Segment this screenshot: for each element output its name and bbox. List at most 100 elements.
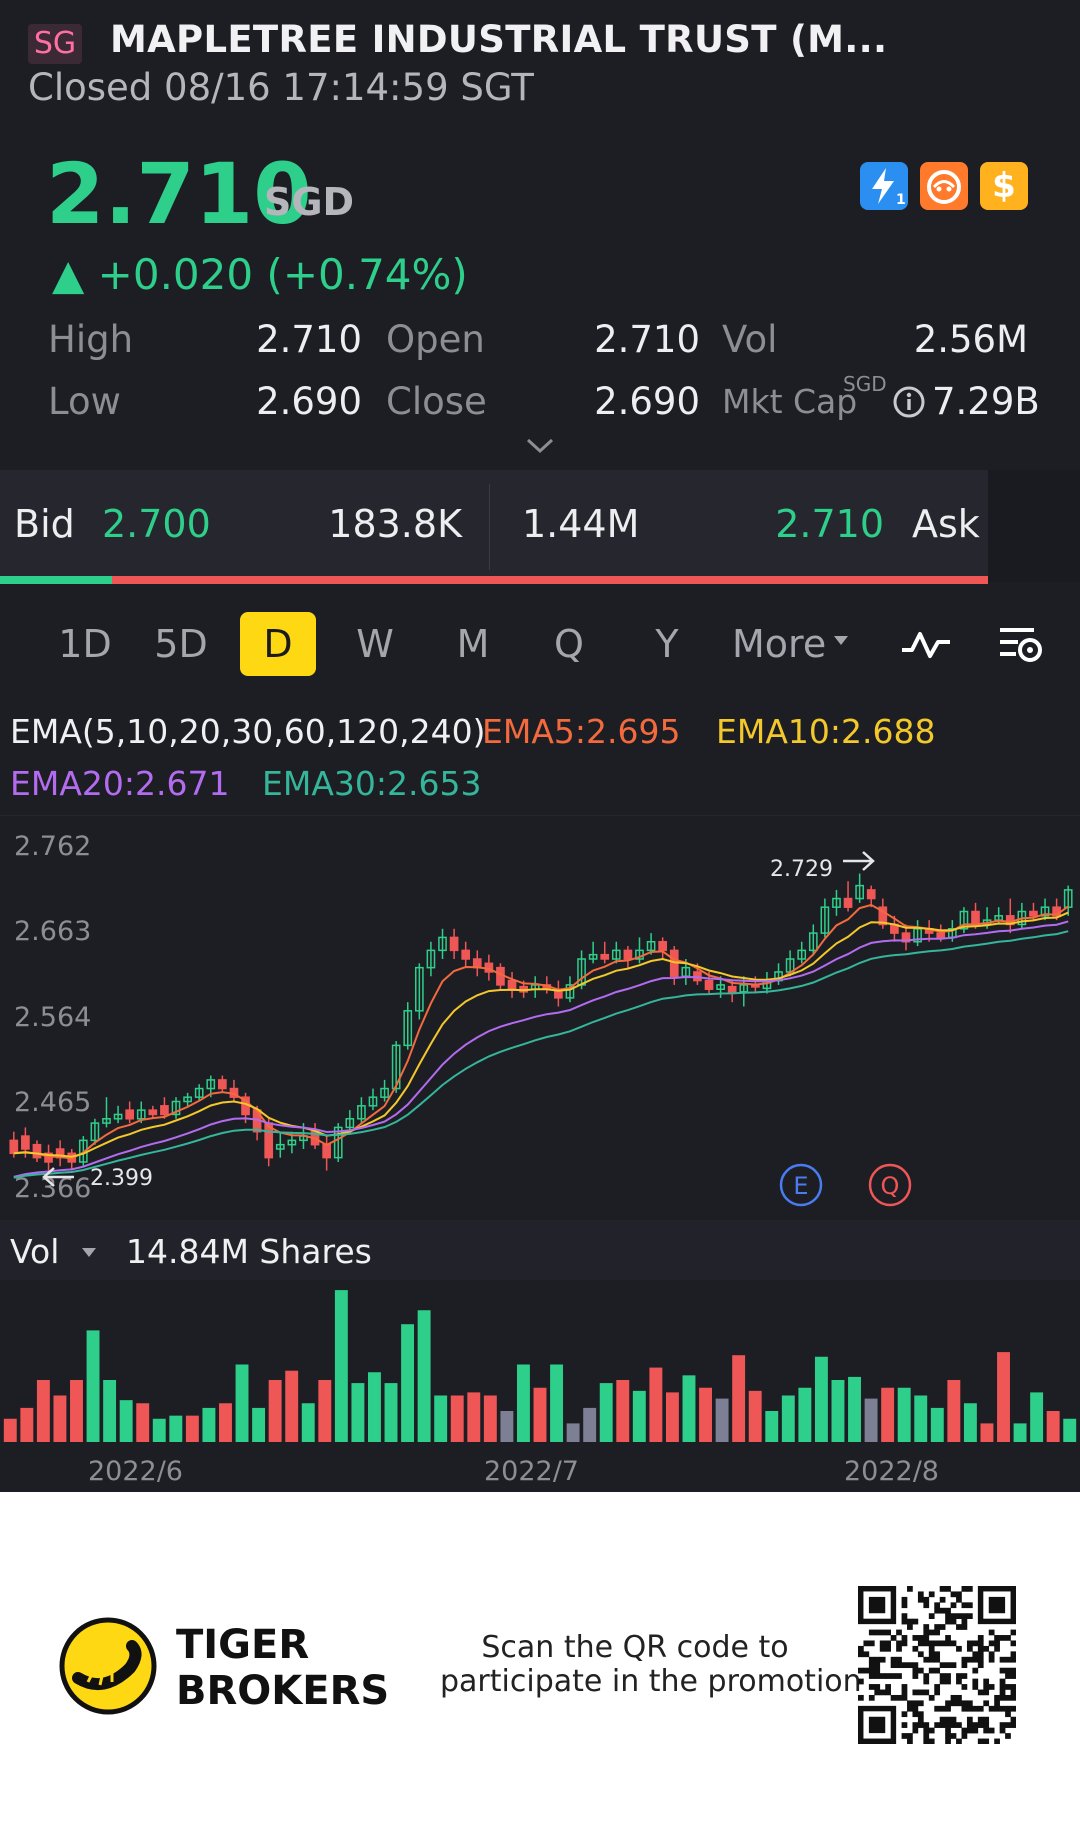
- volume-bar: [566, 1423, 580, 1442]
- ask-size: 1.44M: [522, 502, 640, 546]
- volume-bar: [169, 1415, 183, 1442]
- candle-body: [21, 1135, 30, 1150]
- volume-bar: [483, 1395, 497, 1442]
- volume-bar: [632, 1390, 646, 1442]
- close-label: Close: [386, 380, 487, 423]
- volume-bar: [1063, 1418, 1077, 1442]
- tab-d[interactable]: D: [240, 612, 316, 676]
- right-arrow-icon: [843, 851, 875, 871]
- volume-bar: [252, 1407, 266, 1442]
- mktcap-value: 7.29B: [932, 380, 1040, 423]
- candle-body: [1029, 910, 1038, 917]
- y-tick-1: 2.663: [14, 916, 91, 947]
- volume-bar: [417, 1310, 431, 1442]
- candle-body: [878, 906, 888, 926]
- stock-title[interactable]: MAPLETREE INDUSTRIAL TRUST (M...: [110, 18, 888, 61]
- candle-body: [449, 936, 459, 952]
- tab-q[interactable]: Q: [554, 622, 584, 666]
- qr-code: [858, 1586, 1017, 1745]
- candle-body: [866, 889, 876, 900]
- candlestick-chart[interactable]: 2.762 2.663 2.564 2.465 2.366 2.729 2.39…: [0, 814, 1080, 1220]
- bid-size: 183.8K: [328, 502, 462, 546]
- tab-w[interactable]: W: [356, 622, 394, 666]
- candle-body: [403, 1010, 413, 1047]
- volume-bar: [152, 1418, 166, 1442]
- candle-body: [507, 979, 517, 990]
- volume-bar: [533, 1387, 547, 1442]
- chart-settings-icon[interactable]: [996, 618, 1046, 668]
- volume-bar: [219, 1403, 232, 1442]
- bid-ratio-bar: [0, 576, 112, 584]
- promo-text-line2: participate in the promotion: [440, 1664, 862, 1699]
- lightning-icon[interactable]: 1: [860, 162, 908, 210]
- y-tick-2: 2.564: [14, 1002, 91, 1033]
- volume-bar: [434, 1395, 448, 1442]
- candle-body: [716, 984, 725, 990]
- candle-body: [704, 979, 714, 990]
- volume-bar: [980, 1423, 994, 1442]
- candle-body: [44, 1152, 53, 1163]
- bid-ask-side-panel: [988, 470, 1080, 582]
- x-label-august: 2022/8: [844, 1456, 939, 1482]
- chevron-down-icon[interactable]: [524, 436, 556, 456]
- candle-body: [855, 884, 864, 900]
- volume-bar: [500, 1411, 514, 1442]
- bid-ask-panel[interactable]: [0, 470, 988, 582]
- tab-1d[interactable]: 1D: [58, 622, 112, 666]
- volume-bar: [384, 1383, 398, 1442]
- volume-bar: [53, 1395, 67, 1442]
- mktcap-label: Mkt Cap: [722, 382, 858, 421]
- volume-bar: [1046, 1411, 1060, 1442]
- volume-bar: [334, 1290, 348, 1442]
- caret-down-icon[interactable]: [80, 1244, 98, 1262]
- volume-bar: [699, 1387, 712, 1442]
- candle-body: [808, 932, 818, 952]
- volume-bar: [781, 1395, 795, 1442]
- candle-body: [611, 949, 621, 960]
- candle-body: [380, 1087, 389, 1098]
- candle-body: [90, 1122, 100, 1142]
- candle-body: [971, 910, 980, 926]
- candle-body: [588, 953, 598, 960]
- tab-5d[interactable]: 5D: [154, 622, 208, 666]
- candle-body: [658, 940, 668, 952]
- volume-bar: [583, 1407, 597, 1442]
- candle-body: [102, 1118, 111, 1124]
- volume-bar: [3, 1418, 17, 1442]
- volume-bar: [798, 1387, 812, 1442]
- volume-chart[interactable]: 2022/6 2022/7 2022/8: [0, 1282, 1080, 1487]
- mktcap-currency: SGD: [843, 372, 887, 396]
- ema-label[interactable]: EMA(5,10,20,30,60,120,240): [10, 712, 486, 751]
- earnings-marker: [779, 1163, 823, 1207]
- volume-bar: [715, 1398, 729, 1442]
- volume-label[interactable]: Vol: [10, 1232, 60, 1271]
- candle-body: [206, 1079, 216, 1090]
- candle-body: [148, 1109, 158, 1116]
- ema5-line: [13, 903, 1069, 1160]
- close-value: 2.690: [594, 380, 700, 423]
- dollar-icon[interactable]: $: [980, 162, 1028, 210]
- candle-body: [9, 1139, 19, 1155]
- ema30-line: [13, 930, 1069, 1179]
- candle-body: [136, 1109, 146, 1120]
- info-icon[interactable]: [892, 385, 926, 419]
- volume-header: [0, 1220, 1080, 1280]
- quarter-marker-label: Q: [881, 1172, 900, 1200]
- volume-bar: [70, 1380, 83, 1442]
- y-tick-0: 2.762: [14, 831, 91, 862]
- mascot-icon[interactable]: [920, 162, 968, 210]
- brand-name-line1: TIGER: [176, 1622, 310, 1668]
- candle-body: [345, 1118, 355, 1129]
- tab-m[interactable]: M: [456, 622, 490, 666]
- tab-more[interactable]: More: [732, 622, 827, 666]
- ask-ratio-bar: [112, 576, 988, 584]
- candle-body: [414, 966, 424, 1012]
- ema10-value: EMA10:2.688: [716, 712, 936, 751]
- caret-down-icon[interactable]: [832, 632, 850, 650]
- tab-y[interactable]: Y: [655, 622, 679, 666]
- volume-bar: [36, 1380, 50, 1442]
- indicator-icon[interactable]: [898, 620, 954, 668]
- candle-body: [218, 1079, 227, 1090]
- candle-body: [1040, 906, 1050, 917]
- volume-bar: [947, 1380, 961, 1442]
